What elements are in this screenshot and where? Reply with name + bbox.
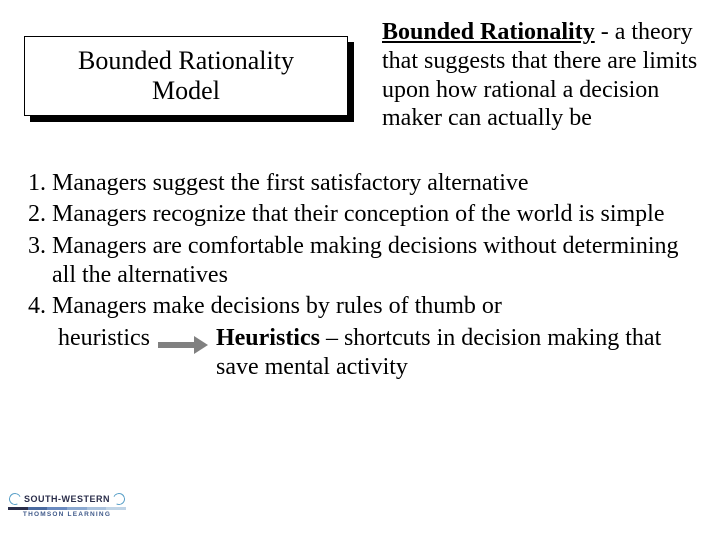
logo-divider: [8, 507, 126, 510]
title-box-container: Bounded Rationality Model: [24, 36, 354, 122]
arrow-icon: [158, 336, 208, 354]
header-row: Bounded Rationality Model Bounded Ration…: [0, 0, 720, 133]
list-text: Managers are comfortable making decision…: [52, 232, 692, 291]
list-text: Managers recognize that their conception…: [52, 200, 664, 229]
definition-block: Bounded Rationality - a theory that sugg…: [382, 18, 700, 133]
list-number: 3.: [28, 232, 46, 291]
heuristics-row: heuristics Heuristics – shortcuts in dec…: [28, 324, 692, 383]
list-item: 2. Managers recognize that their concept…: [28, 200, 692, 229]
title-line-1: Bounded Rationality: [78, 46, 294, 75]
list-number: 4.: [28, 292, 46, 321]
swirl-icon: [111, 491, 126, 506]
logo-brand: SOUTH-WESTERN: [24, 494, 110, 504]
list-number: 1.: [28, 169, 46, 198]
logo-top-row: SOUTH-WESTERN: [4, 493, 130, 505]
heuristics-term: Heuristics: [216, 325, 320, 351]
logo-subbrand: THOMSON LEARNING: [4, 511, 130, 518]
title-box: Bounded Rationality Model: [24, 36, 348, 116]
list-item: 3. Managers are comfortable making decis…: [28, 232, 692, 291]
title-line-2: Model: [152, 76, 220, 105]
definition-term: Bounded Rationality: [382, 19, 595, 45]
list-text: Managers suggest the first satisfactory …: [52, 169, 529, 198]
swirl-icon: [7, 491, 22, 506]
heuristics-word: heuristics: [58, 324, 150, 353]
numbered-list: 1. Managers suggest the first satisfacto…: [0, 133, 720, 382]
list-text: Managers make decisions by rules of thum…: [52, 292, 502, 321]
list-item: 1. Managers suggest the first satisfacto…: [28, 169, 692, 198]
list-number: 2.: [28, 200, 46, 229]
publisher-logo: SOUTH-WESTERN THOMSON LEARNING: [4, 493, 130, 518]
list-item: 4. Managers make decisions by rules of t…: [28, 292, 692, 321]
heuristics-definition: Heuristics – shortcuts in decision makin…: [216, 324, 692, 383]
